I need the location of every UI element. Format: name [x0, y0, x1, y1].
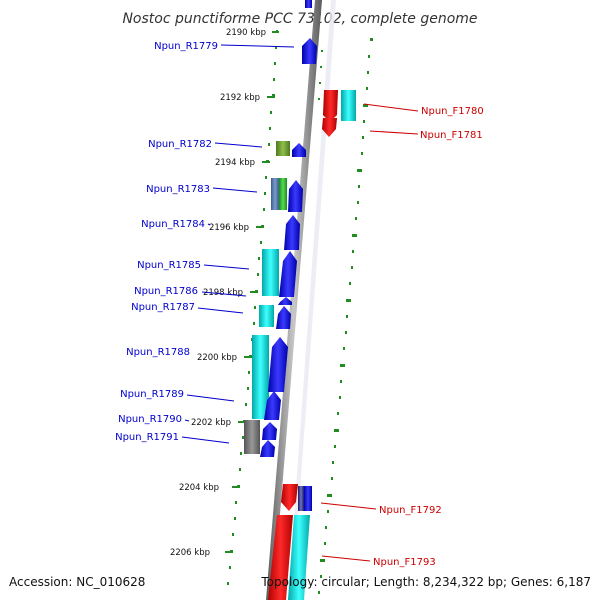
kbp-ticks	[225, 31, 279, 553]
gene-label-npun-r1789[interactable]: Npun_R1789	[120, 389, 184, 400]
gene-label-npun-r1785[interactable]: Npun_R1785	[137, 260, 201, 271]
gene-arrow-r1785[interactable]	[279, 251, 297, 297]
inner-tick-ring	[318, 50, 323, 100]
gene-label-npun-r1788[interactable]: Npun_R1788	[126, 347, 190, 358]
gene-label-npun-f1780[interactable]: Npun_F1780	[421, 106, 484, 117]
gene-block-f1781[interactable]	[341, 90, 356, 121]
map-title: Nostoc punctiforme PCC 73102, complete g…	[122, 11, 477, 27]
gene-arrow-r1788[interactable]	[268, 337, 288, 392]
gene-block-r1785[interactable]	[262, 249, 279, 296]
kbp-label: 2196 kbp	[209, 223, 249, 233]
reverse-gene-labels: Npun_R1779 Npun_R1782 Npun_R1783 Npun_R1…	[115, 41, 295, 444]
gene-arrow-f1793[interactable]	[268, 515, 293, 600]
gene-label-npun-r1783[interactable]: Npun_R1783	[146, 184, 210, 195]
gene-block-r1788[interactable]	[252, 335, 269, 419]
kbp-labels: 2190 kbp 2192 kbp 2194 kbp 2196 kbp 2198…	[170, 28, 266, 558]
kbp-label: 2202 kbp	[191, 418, 231, 428]
forward-strand-genes	[268, 90, 356, 600]
gene-arrow-r1782[interactable]	[292, 143, 306, 157]
kbp-label: 2192 kbp	[220, 93, 260, 103]
right-tick-ring	[318, 38, 373, 594]
kbp-label: 2198 kbp	[203, 288, 243, 298]
gene-arrow-r1784[interactable]	[284, 215, 300, 250]
gene-arrow-r1790[interactable]	[262, 422, 277, 440]
gene-label-npun-r1779[interactable]: Npun_R1779	[154, 41, 218, 52]
gene-arrow-r1786[interactable]	[278, 297, 292, 305]
accession-text: Accession: NC_010628	[9, 575, 145, 589]
gene-block-f1792b[interactable]	[304, 486, 312, 511]
gene-arrow-r1779[interactable]	[302, 38, 317, 64]
gene-label-npun-r1791[interactable]: Npun_R1791	[115, 432, 179, 443]
gene-arrow-r1789[interactable]	[264, 391, 281, 420]
gene-label-npun-r1786[interactable]: Npun_R1786	[134, 286, 198, 297]
forward-gene-labels: Npun_F1780 Npun_F1781 Npun_F1792 Npun_F1…	[320, 103, 484, 568]
gene-arrow-f1792[interactable]	[281, 484, 298, 511]
gene-label-npun-f1793[interactable]: Npun_F1793	[373, 557, 436, 568]
genome-summary-text: Topology: circular; Length: 8,234,322 bp…	[260, 575, 591, 589]
gene-arrow-f1780b[interactable]	[322, 118, 337, 137]
gene-label-npun-f1792[interactable]: Npun_F1792	[379, 505, 442, 516]
gene-arrow-f1780[interactable]	[323, 90, 338, 122]
gene-arrow-r1791[interactable]	[260, 440, 275, 457]
gene-block-r1782[interactable]	[276, 141, 290, 156]
gene-label-npun-r1782[interactable]: Npun_R1782	[148, 139, 212, 150]
gene-block-r1790[interactable]	[244, 420, 260, 454]
kbp-label: 2204 kbp	[179, 483, 219, 493]
gene-block-f1793[interactable]	[288, 515, 310, 600]
gene-label-npun-r1787[interactable]: Npun_R1787	[131, 302, 195, 313]
gene-label-npun-r1790[interactable]: Npun_R1790	[118, 414, 182, 425]
backbone-shadow	[288, 0, 336, 600]
gene-label-npun-f1781[interactable]: Npun_F1781	[420, 130, 483, 141]
gene-block-r1783a[interactable]	[271, 178, 279, 210]
kbp-label: 2190 kbp	[226, 28, 266, 38]
gene-label-npun-r1784[interactable]: Npun_R1784	[141, 219, 205, 230]
gene-block-f1792a[interactable]	[298, 486, 304, 511]
gene-arrow-r1779a[interactable]	[305, 0, 312, 8]
genome-backbone	[266, 0, 322, 600]
gene-arrow-r1787[interactable]	[276, 306, 291, 329]
gene-block-r1787[interactable]	[259, 305, 274, 327]
gene-arrow-r1783[interactable]	[288, 180, 303, 212]
kbp-label: 2206 kbp	[170, 548, 210, 558]
kbp-label: 2194 kbp	[215, 158, 255, 168]
gene-block-r1783b[interactable]	[279, 178, 287, 210]
reverse-strand-genes	[244, 0, 317, 457]
kbp-label: 2200 kbp	[197, 353, 237, 363]
